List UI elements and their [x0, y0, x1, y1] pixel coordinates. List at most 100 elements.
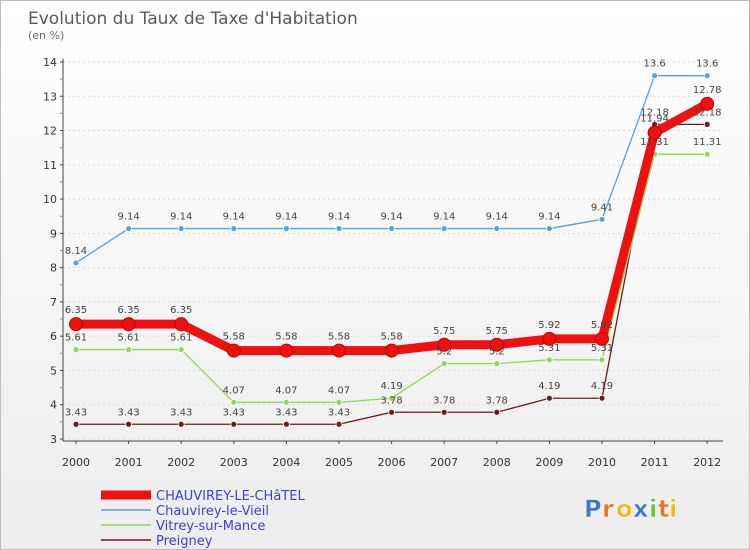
- data-label: 5.61: [65, 333, 87, 344]
- data-point: [332, 343, 346, 358]
- data-point: [177, 225, 185, 232]
- data-label: 5.58: [275, 332, 297, 343]
- data-label: 6.35: [170, 305, 192, 316]
- data-label: 3.43: [275, 407, 297, 418]
- data-labels: 3.43 3.43 3.43 3.43 3.43 3.43 3.78 3.78 3.78 4.19…: [65, 59, 722, 419]
- data-point: [72, 259, 80, 267]
- chart-title: Evolution du Taux de Taxe d'Habitation: [28, 9, 358, 29]
- data-label: 9.41: [591, 202, 613, 213]
- legend-label: Vitrey-sur-Mance: [156, 519, 265, 534]
- data-label: 3.78: [380, 395, 402, 406]
- data-point: [598, 394, 606, 402]
- grid: [63, 61, 723, 440]
- x-tick-label: 2012: [693, 456, 721, 469]
- legend-label: Chauvirey-le-Vieil: [156, 504, 269, 519]
- data-label: 12.18: [640, 107, 669, 118]
- data-label: 11.94: [640, 114, 669, 125]
- x-tick-label: 2001: [115, 456, 143, 469]
- x-tick-label: 2009: [535, 456, 563, 469]
- data-label: 5.31: [538, 343, 560, 354]
- data-point: [546, 394, 553, 402]
- data-point: [493, 225, 501, 232]
- data-label: 6.35: [117, 305, 139, 316]
- data-point: [282, 225, 290, 232]
- x-ticks: 2000 2001 2002 2003 2004 2005 2006 2007 2008 2009…: [62, 441, 721, 469]
- data-point: [230, 225, 238, 232]
- data-point: [174, 317, 189, 332]
- data-point: [384, 343, 399, 358]
- x-tick-label: 2005: [325, 456, 353, 469]
- data-point: [651, 72, 658, 80]
- data-label: 4.19: [380, 381, 402, 392]
- data-label: 5.92: [538, 320, 560, 331]
- data-point: [598, 215, 606, 223]
- data-point: [72, 420, 80, 428]
- data-label: 13.6: [643, 59, 665, 70]
- data-point: [388, 408, 396, 416]
- data-label: 4.19: [591, 381, 613, 392]
- data-label: 4.07: [275, 385, 297, 396]
- data-label: 3.78: [433, 395, 455, 406]
- data-point: [598, 356, 606, 364]
- data-label: 6.35: [65, 305, 87, 316]
- data-point: [282, 398, 290, 406]
- series: [69, 72, 715, 428]
- data-label: 5.58: [380, 332, 402, 343]
- data-point: [542, 331, 557, 346]
- logo-letter: o: [616, 495, 633, 523]
- data-label: 3.43: [117, 407, 139, 418]
- data-point: [230, 398, 238, 406]
- data-label: 9.14: [433, 212, 455, 223]
- data-point: [546, 225, 553, 232]
- data-point: [125, 420, 132, 428]
- data-point: [226, 343, 241, 358]
- series-line: [75, 123, 708, 425]
- data-label: 9.14: [538, 212, 560, 223]
- y-axis-unit: (en %): [28, 29, 64, 42]
- data-point: [335, 398, 343, 406]
- y-tick-label: 8: [50, 262, 57, 275]
- data-label: 3.43: [328, 407, 350, 418]
- data-label: 5.31: [591, 343, 613, 354]
- data-label: 5.61: [170, 333, 192, 344]
- data-label: 3.43: [65, 407, 87, 418]
- logo-letter: x: [633, 495, 649, 523]
- y-tick-label: 4: [50, 399, 57, 412]
- data-point: [125, 225, 132, 232]
- data-label: 12.18: [693, 107, 722, 118]
- data-label: 5.75: [486, 326, 508, 337]
- data-label: 9.14: [380, 212, 402, 223]
- data-label: 11.31: [693, 137, 722, 148]
- data-point: [647, 125, 662, 140]
- data-point: [703, 72, 711, 80]
- data-point: [388, 394, 396, 402]
- y-ticks: 3 4 5 6 7 8 9 10 11 12 13 14: [43, 56, 63, 446]
- data-point: [335, 225, 343, 232]
- y-tick-label: 13: [43, 90, 57, 103]
- data-point: [703, 120, 711, 128]
- data-label: 5.58: [223, 332, 245, 343]
- y-tick-label: 10: [43, 193, 57, 206]
- x-tick-label: 2004: [272, 456, 300, 469]
- axes: [62, 59, 723, 442]
- data-point: [121, 317, 136, 332]
- data-label: 13.6: [696, 59, 718, 70]
- data-label: 8.14: [65, 246, 87, 257]
- data-point: [282, 420, 290, 428]
- data-point: [703, 150, 711, 158]
- data-label: 9.14: [117, 212, 139, 223]
- data-point: [700, 96, 715, 111]
- series-line: [75, 75, 708, 264]
- data-point: [489, 337, 504, 352]
- logo-letter: t: [658, 495, 669, 523]
- data-label: 9.14: [170, 212, 192, 223]
- data-point: [440, 408, 448, 416]
- data-point: [388, 225, 396, 232]
- data-label: 9.14: [328, 212, 350, 223]
- data-label: 9.14: [275, 212, 297, 223]
- data-label: 11.31: [640, 137, 669, 148]
- x-tick-label: 2006: [378, 456, 406, 469]
